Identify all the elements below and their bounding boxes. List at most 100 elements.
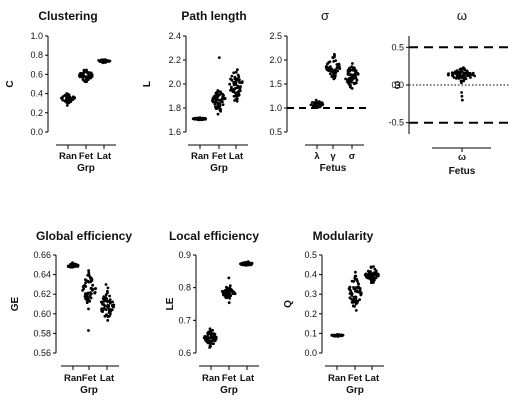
data-point — [227, 276, 231, 280]
data-point — [350, 73, 354, 77]
data-point — [87, 269, 90, 272]
data-point — [221, 100, 224, 104]
data-point — [350, 65, 354, 68]
data-point — [87, 307, 90, 311]
data-point — [335, 66, 339, 70]
chart-global-efficiency: Global efficiency 0.56 0.58 0.60 0.62 0.64 0.6… — [10, 229, 132, 396]
y-axis-label: Q — [283, 300, 294, 308]
data-point — [89, 276, 92, 279]
data-point — [354, 297, 358, 301]
data-point — [348, 77, 352, 81]
data-point — [220, 97, 224, 101]
data-point — [214, 99, 218, 103]
x-axis-label: Grp — [346, 385, 364, 396]
data-point — [208, 342, 212, 345]
data-point — [87, 271, 91, 275]
data-point — [90, 75, 94, 78]
data-point — [60, 96, 63, 100]
data-point — [87, 76, 91, 79]
data-point — [354, 270, 357, 274]
data-point — [79, 74, 83, 78]
y-tick-label: 0.0 — [391, 80, 404, 90]
data-point — [88, 294, 92, 298]
data-point — [460, 74, 464, 78]
x-category-label: Lat — [365, 373, 380, 384]
data-point — [228, 284, 232, 288]
data-point — [224, 294, 228, 297]
data-point — [315, 104, 319, 108]
data-point — [106, 291, 109, 295]
data-point — [212, 337, 216, 340]
y-tick-label: 0.58 — [33, 328, 51, 338]
data-point — [221, 293, 225, 296]
data-point — [228, 290, 232, 293]
y-tick-label: 1.6 — [168, 127, 181, 137]
x-category-label: σ — [349, 151, 356, 162]
data-point — [238, 81, 242, 84]
data-point — [354, 309, 358, 312]
chart-omega: ω -0.5 0.0 0.5 ω ω Fetus — [388, 8, 509, 177]
x-category-label: Ran — [59, 151, 77, 162]
data-point — [369, 266, 373, 269]
y-tick-label: 0.4 — [304, 270, 317, 280]
data-point — [65, 100, 69, 104]
data-point — [105, 313, 108, 317]
data-point — [354, 289, 357, 293]
data-point — [233, 91, 237, 95]
data-point — [195, 116, 199, 120]
x-category-label: Ran — [328, 373, 346, 384]
data-point — [333, 55, 336, 59]
x-category-label: λ — [314, 151, 320, 162]
y-tick-label: 0.60 — [33, 309, 51, 319]
data-point — [460, 94, 464, 98]
data-point — [467, 71, 470, 75]
data-point — [459, 79, 463, 83]
data-point — [333, 52, 336, 56]
data-point — [84, 79, 87, 83]
data-point — [106, 286, 110, 290]
y-tick-label: 0.5 — [304, 250, 317, 260]
data-point — [238, 86, 241, 90]
data-point — [104, 296, 108, 299]
y-tick-label: 1.5 — [269, 79, 282, 89]
data-point — [344, 77, 347, 81]
data-point — [102, 299, 106, 303]
data-point — [215, 91, 219, 95]
data-point — [219, 90, 223, 94]
data-point — [221, 103, 225, 106]
data-point — [234, 95, 238, 98]
data-point — [69, 262, 72, 266]
data-point — [235, 99, 239, 103]
data-point — [109, 301, 112, 305]
data-point — [459, 71, 463, 74]
data-point — [84, 278, 87, 282]
data-point — [66, 92, 70, 96]
data-point — [112, 303, 116, 307]
data-point — [93, 291, 97, 294]
data-point — [340, 333, 343, 337]
x-category-label: Fet — [79, 151, 94, 162]
data-point — [88, 71, 92, 75]
data-point — [221, 290, 225, 294]
x-axis-label: Grp — [220, 385, 238, 396]
data-point — [233, 99, 237, 102]
data-point — [447, 72, 450, 76]
data-point — [451, 73, 454, 77]
data-point — [100, 58, 104, 62]
data-point — [235, 97, 239, 101]
y-tick-label: 0.8 — [30, 50, 43, 60]
data-point — [349, 290, 353, 294]
data-point — [249, 263, 253, 266]
y-tick-label: 1.8 — [168, 103, 181, 113]
data-point — [111, 300, 114, 304]
data-point — [236, 91, 240, 95]
data-point — [367, 272, 371, 276]
y-tick-label: 0.64 — [33, 270, 51, 280]
data-point — [333, 75, 337, 79]
x-category-label: Fet — [212, 151, 227, 162]
data-point — [105, 308, 108, 311]
data-point — [232, 71, 236, 75]
data-point — [329, 65, 332, 68]
y-tick-label: 0.6 — [30, 69, 43, 79]
